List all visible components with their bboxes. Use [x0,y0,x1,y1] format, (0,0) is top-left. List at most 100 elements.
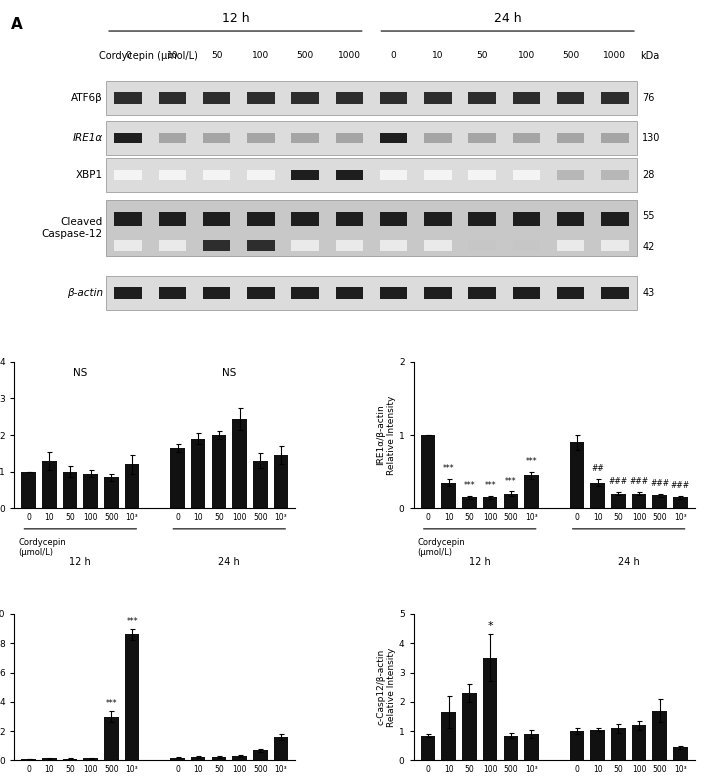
Text: ***: *** [126,618,138,626]
Bar [170,757,185,760]
Bar [291,241,319,251]
Bar [570,442,584,508]
Text: 24 h: 24 h [494,12,521,25]
Bar [114,133,142,143]
Bar [557,241,584,251]
Bar [557,287,584,299]
Bar [104,716,118,760]
Text: ***: *** [106,698,117,708]
Bar [106,121,637,155]
Bar [469,241,496,251]
Bar [513,241,540,251]
Bar [335,170,363,180]
Bar [591,729,605,760]
Text: ###: ### [671,481,690,490]
Bar [170,448,185,508]
Bar [513,287,540,299]
Bar [421,435,435,508]
Bar [291,133,319,143]
Bar [335,133,363,143]
Bar [462,497,476,508]
Bar [380,92,408,104]
Text: *: * [487,622,493,632]
Bar [191,757,206,760]
Bar [212,757,226,760]
Bar [673,497,688,508]
Bar [159,92,186,104]
Bar [106,276,637,310]
Text: Cordycepin: Cordycepin [18,538,66,546]
Text: IRE1α: IRE1α [72,133,103,143]
Bar [424,170,452,180]
Bar [632,726,646,760]
Bar [125,464,139,508]
Bar [632,494,646,508]
Bar [291,213,319,227]
Y-axis label: IRE1α/β-actin
Relative Intensity: IRE1α/β-actin Relative Intensity [376,395,396,475]
Bar [159,213,186,227]
Text: XBP1: XBP1 [76,170,103,180]
Bar [63,759,77,760]
Text: ***: *** [443,464,454,473]
Bar [106,200,637,256]
Bar [611,728,625,760]
Bar [503,494,518,508]
Bar [84,473,98,508]
Text: 43: 43 [642,288,654,298]
Text: 12 h: 12 h [222,12,249,25]
Text: 42: 42 [642,241,655,251]
Bar [483,658,497,760]
Bar [524,734,539,760]
Bar [274,737,288,760]
Text: (μmol/L): (μmol/L) [18,548,53,557]
Bar [557,133,584,143]
Bar [652,711,667,760]
Text: 12 h: 12 h [469,556,491,566]
Text: ###: ### [650,479,669,488]
Bar [253,461,267,508]
Bar [203,241,230,251]
Bar [247,92,274,104]
Bar [557,92,584,104]
Bar [274,456,288,508]
Bar [335,241,363,251]
Text: ##: ## [591,464,604,473]
Text: ***: *** [525,457,537,466]
Bar [601,92,629,104]
Bar [380,213,408,227]
Bar [380,287,408,299]
Bar [42,461,57,508]
Text: 50: 50 [211,51,223,61]
Bar [159,287,186,299]
Text: ***: *** [484,481,496,490]
Text: 0: 0 [391,51,396,61]
Text: kDa: kDa [640,51,659,61]
Text: 500: 500 [562,51,579,61]
Bar [233,418,247,508]
Bar [114,170,142,180]
Bar [114,287,142,299]
Text: 0: 0 [125,51,131,61]
Bar [335,213,363,227]
Bar [513,170,540,180]
Bar [247,170,274,180]
Bar [159,241,186,251]
Text: A: A [11,17,23,32]
Text: Cleaved
Caspase-12: Cleaved Caspase-12 [42,217,103,239]
Bar [203,170,230,180]
Text: 24 h: 24 h [218,556,240,566]
Text: ***: *** [464,481,475,490]
Bar [469,133,496,143]
Text: 24 h: 24 h [618,556,640,566]
Bar [421,736,435,760]
Bar [424,241,452,251]
Text: 100: 100 [518,51,535,61]
Text: 28: 28 [642,170,655,180]
Bar [291,287,319,299]
Bar [335,92,363,104]
Bar [159,170,186,180]
Bar [513,213,540,227]
Text: ***: *** [505,476,517,486]
Bar [424,287,452,299]
Bar [335,287,363,299]
